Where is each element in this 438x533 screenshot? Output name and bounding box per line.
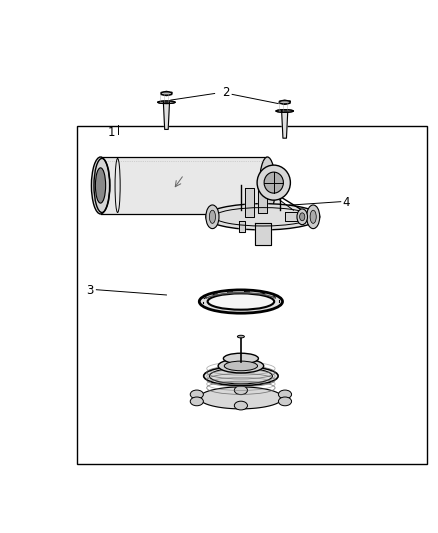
Ellipse shape <box>206 204 320 230</box>
Ellipse shape <box>237 335 244 338</box>
Ellipse shape <box>279 397 292 406</box>
Ellipse shape <box>158 101 175 103</box>
Polygon shape <box>279 100 290 104</box>
Polygon shape <box>255 223 271 245</box>
Polygon shape <box>285 213 302 221</box>
Ellipse shape <box>310 210 316 223</box>
Polygon shape <box>163 102 170 130</box>
Ellipse shape <box>206 205 219 229</box>
Ellipse shape <box>276 110 293 112</box>
Text: 3: 3 <box>86 284 93 297</box>
Ellipse shape <box>259 157 276 214</box>
Ellipse shape <box>209 210 215 223</box>
Ellipse shape <box>279 390 292 399</box>
Ellipse shape <box>257 165 290 200</box>
Ellipse shape <box>234 386 247 394</box>
Ellipse shape <box>95 168 106 203</box>
Ellipse shape <box>223 353 258 364</box>
Text: 2: 2 <box>222 86 230 99</box>
Bar <box>77 126 427 464</box>
Ellipse shape <box>199 290 283 313</box>
Polygon shape <box>241 185 280 217</box>
Bar <box>100 157 267 214</box>
Text: 1: 1 <box>108 126 116 140</box>
Ellipse shape <box>190 390 203 399</box>
Polygon shape <box>282 111 288 138</box>
Ellipse shape <box>208 293 274 310</box>
Polygon shape <box>239 221 245 232</box>
Ellipse shape <box>218 359 264 373</box>
Ellipse shape <box>190 397 203 406</box>
Ellipse shape <box>161 92 172 95</box>
Ellipse shape <box>204 366 278 386</box>
Ellipse shape <box>297 209 307 225</box>
Ellipse shape <box>264 172 283 193</box>
Text: 4: 4 <box>342 197 350 209</box>
Polygon shape <box>258 188 267 213</box>
Polygon shape <box>161 91 172 96</box>
Ellipse shape <box>224 361 258 371</box>
Polygon shape <box>245 188 254 217</box>
Ellipse shape <box>92 157 110 214</box>
Polygon shape <box>199 387 283 409</box>
Ellipse shape <box>209 368 272 384</box>
Ellipse shape <box>279 101 290 104</box>
Ellipse shape <box>234 401 247 410</box>
Ellipse shape <box>307 205 320 229</box>
Ellipse shape <box>300 213 305 221</box>
